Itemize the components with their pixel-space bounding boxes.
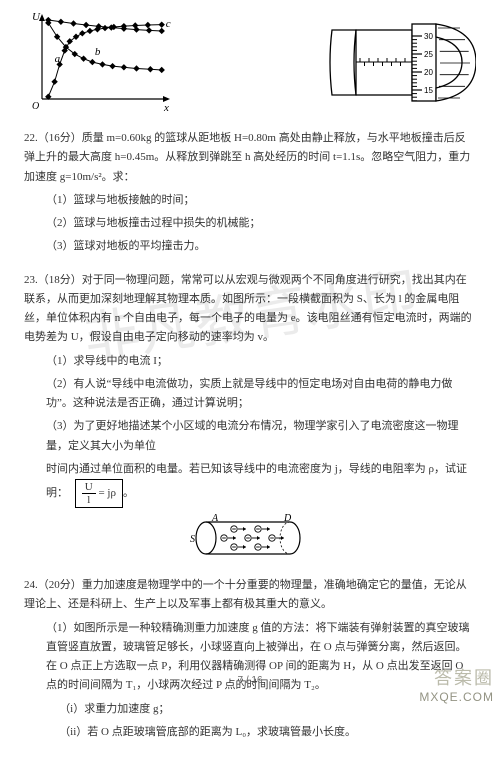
q22-head: 22.（16分）质量 m=0.60kg 的篮球从距地板 H=0.80m 高处由静… [24,129,476,187]
svg-text:30: 30 [424,32,433,41]
q23-sub1: （1）求导线中的电流 I； [46,352,476,371]
svg-text:A: A [211,514,219,524]
q23-head: 23.（18分）对于同一物理问题，常常可以从宏观与微观两个不同角度进行研究，找出… [24,271,476,348]
svg-text:25: 25 [424,50,433,59]
question-24: 24.（20分）重力加速度是物理学中的一个十分重要的物理量，准确地确定它的量值，… [24,576,476,742]
q23-sub3b: 时间内通过单位面积的电量。若已知该导线中的电流密度为 j，导线的电阻率为 ρ，试… [46,460,476,508]
figure-row: Ux Oa b c 30 25 20 15 [24,10,476,115]
uv-graph: Ux Oa b c [24,10,174,115]
svg-text:a: a [55,53,61,65]
svg-text:D: D [283,514,292,524]
svg-text:b: b [95,46,101,58]
q24-sub1i: （i）求重力加速度 g； [59,700,476,719]
svg-text:20: 20 [424,68,433,77]
page-content: Ux Oa b c 30 25 20 15 22.（16分）质量 m=0.60kg 的篮球从… [0,0,500,776]
q22-sub3: （3）篮球对地板的平均撞击力。 [46,237,476,256]
svg-text:U: U [32,11,41,23]
q24-head: 24.（20分）重力加速度是物理学中的一个十分重要的物理量，准确地确定它的量值，… [24,576,476,615]
wire-figure-wrap: A D S [24,514,476,562]
q23-sub3a: （3）为了更好地描述某个小区域的电流分布情况，物理学家引入了电流密度这一物理量，… [46,417,476,456]
wire-figure: A D S [190,514,310,562]
page-number: 7 / 16 [0,675,500,686]
q24-sub1ii: （ii）若 O 点距玻璃管底部的距离为 L₀，求玻璃管最小长度。 [59,723,476,742]
question-23: 23.（18分）对于同一物理问题，常常可以从宏观与微观两个不同角度进行研究，找出… [24,271,476,563]
svg-text:x: x [163,102,169,114]
svg-text:S: S [190,534,195,545]
micrometer-figure: 30 25 20 15 [326,10,476,115]
svg-text:c: c [166,18,171,30]
svg-text:O: O [32,101,39,112]
svg-text:15: 15 [424,86,433,95]
question-22: 22.（16分）质量 m=0.60kg 的篮球从距地板 H=0.80m 高处由静… [24,129,476,257]
q22-sub1: （1）篮球与地板接触的时间； [46,191,476,210]
q22-sub2: （2）篮球与地板撞击过程中损失的机械能； [46,214,476,233]
q23-sub2: （2）有人说“导线中电流做功，实质上就是导线中的恒定电场对自由电荷的静电力做功”… [46,375,476,414]
q23-formula: Ul = jρ [75,479,123,508]
